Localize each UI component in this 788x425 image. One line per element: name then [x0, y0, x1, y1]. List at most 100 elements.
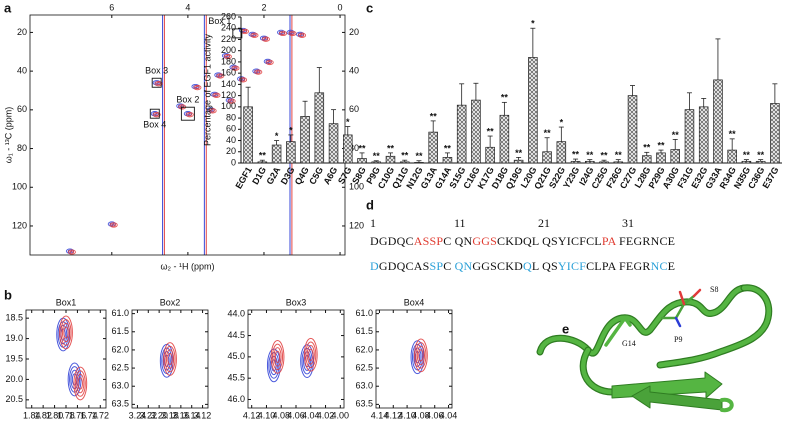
- significance: **: [672, 130, 680, 140]
- y-tick-label: 20: [226, 146, 236, 156]
- significance: **: [586, 150, 594, 160]
- x-tick-label: 4.04: [302, 410, 320, 420]
- y-tick-label: 100: [349, 182, 364, 192]
- loop: [720, 397, 734, 413]
- contour-peak: [59, 315, 73, 350]
- y-axis-label: ω₁ - ¹³C (ppm): [3, 107, 13, 164]
- contour-peak: [208, 108, 217, 114]
- contour-peak: [63, 326, 69, 339]
- contour-peak: [77, 377, 83, 390]
- contour-peak: [299, 33, 305, 37]
- contour-peak: [195, 86, 200, 90]
- bar: [343, 134, 353, 164]
- contour-peak: [272, 343, 284, 371]
- bar: [442, 157, 453, 164]
- contour-peak: [254, 69, 263, 75]
- x-axis-label: ω₂ - ¹H (ppm): [160, 261, 214, 271]
- box-marker: [151, 77, 162, 88]
- x-tick-label: 1.84: [23, 410, 41, 420]
- x-tick-label: 3.20: [150, 410, 168, 420]
- contour-peak: [413, 347, 422, 367]
- significance: *: [289, 125, 293, 135]
- y-tick-label: 0: [231, 157, 236, 167]
- sequence-segment: ASSP: [414, 234, 444, 248]
- bar: [684, 109, 695, 164]
- bar: [770, 103, 780, 164]
- bar: [613, 161, 624, 164]
- bar: [286, 141, 296, 164]
- contour-peak: [109, 222, 118, 228]
- y-tick-label: 62.5: [355, 362, 373, 372]
- contour-peak: [111, 223, 116, 227]
- y-tick-label: 45.0: [227, 351, 245, 361]
- sequence-segment: C: [443, 259, 454, 273]
- contour-peak: [67, 362, 82, 397]
- bar: [570, 160, 581, 164]
- y-tick-label: 220: [221, 34, 236, 44]
- panel-label: a: [4, 0, 12, 15]
- residue-number: 21: [538, 216, 550, 230]
- significance: *: [346, 117, 350, 127]
- panel-label: d: [366, 197, 374, 212]
- contour-peak: [267, 60, 272, 64]
- y-tick-label: 44.5: [227, 330, 245, 340]
- y-tick-label: 44.0: [227, 309, 245, 319]
- side-chain: [660, 294, 696, 320]
- sequence-segment: QN: [455, 259, 473, 273]
- contour-peak: [280, 31, 286, 35]
- contour-peak: [225, 55, 231, 59]
- contour-peak: [165, 349, 175, 369]
- significance: *: [531, 19, 535, 29]
- bar: [542, 151, 552, 164]
- contour-peak: [252, 33, 257, 37]
- significance: **: [487, 126, 495, 136]
- residue-number: 11: [454, 216, 466, 230]
- subplot-title: Box2: [160, 297, 181, 307]
- bar: [627, 95, 638, 164]
- sequence-segment: CKDQL QSYICFCL: [497, 234, 602, 248]
- residue-number: 31: [622, 216, 634, 230]
- y-tick-label: 20.0: [5, 374, 23, 384]
- x-tick-label: 1.74: [80, 410, 98, 420]
- sequence-segment: SP: [429, 259, 443, 273]
- contour-peak: [217, 74, 223, 78]
- y-tick-label: 61.5: [111, 326, 129, 336]
- box-marker: [232, 28, 243, 39]
- bar: [698, 106, 709, 164]
- sequence-segment: PA: [602, 234, 617, 248]
- contour-peak: [273, 347, 282, 367]
- sequence-segment: GDQCAS: [379, 259, 429, 273]
- panel-label: b: [4, 287, 12, 302]
- bar: [414, 162, 424, 164]
- y-tick-label: 100: [12, 182, 27, 192]
- bar: [300, 116, 310, 164]
- subplot-title: Box3: [286, 297, 307, 307]
- y-tick-label: 80: [226, 112, 236, 122]
- contour-peak: [301, 347, 313, 375]
- contour-peak: [261, 36, 270, 42]
- bar: [385, 155, 396, 164]
- y-tick-label: 18.5: [5, 313, 23, 323]
- significance: **: [387, 143, 395, 153]
- contour-peak: [193, 84, 202, 91]
- y-tick-label: 60: [226, 124, 236, 134]
- loop: [579, 346, 616, 396]
- bar: [585, 160, 595, 164]
- panel-label: e: [562, 321, 569, 336]
- bar: [499, 114, 510, 164]
- x-tick-label: 6: [109, 2, 114, 12]
- contour-peak: [212, 92, 221, 98]
- plot-area: [410, 338, 428, 375]
- side-chain: [674, 316, 682, 328]
- sequence-segment: CLPA FEGR: [586, 259, 650, 273]
- y-tick-label: 80: [17, 143, 27, 153]
- contour-peak: [250, 32, 259, 38]
- y-tick-label: 80: [349, 143, 359, 153]
- y-axis-label: Percentage of EGF1 activity: [202, 33, 212, 146]
- y-tick-label: 19.0: [5, 333, 23, 343]
- x-tick-label: 3.12: [194, 410, 212, 420]
- subplot-title: Box1: [56, 297, 77, 307]
- residue-label: P9: [674, 335, 682, 344]
- x-tick-label: 4.10: [398, 410, 416, 420]
